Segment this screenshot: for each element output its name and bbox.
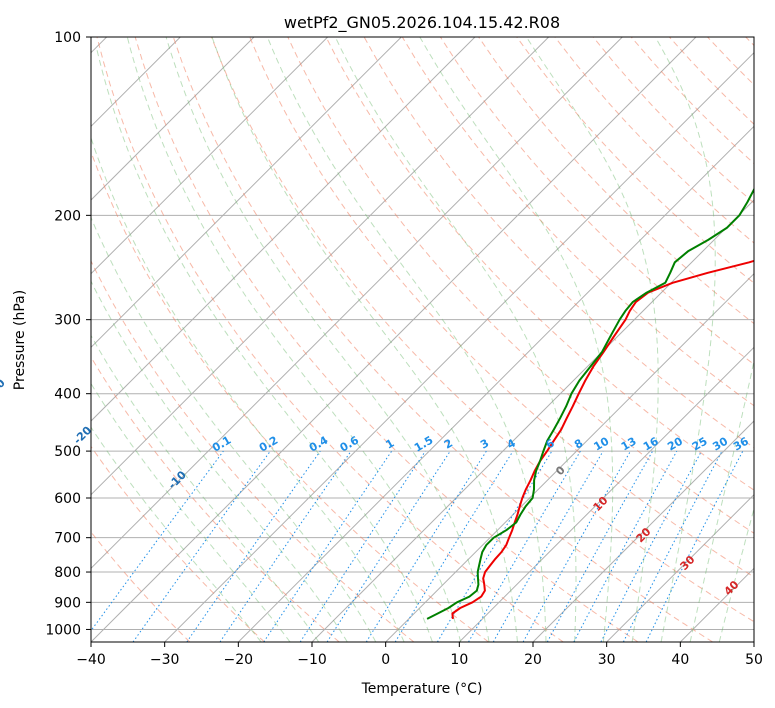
mixing-ratio-line	[186, 450, 321, 642]
y-tick-label: 1000	[45, 622, 81, 638]
mixing-ratio-line	[263, 450, 393, 642]
thermo-guides	[91, 37, 754, 642]
x-tick-label: 40	[671, 652, 689, 668]
moist-adiabat-line	[334, 37, 577, 642]
x-tick-label: 0	[381, 652, 390, 668]
y-tick-label: 900	[54, 595, 81, 611]
isotherm-line	[237, 125, 754, 642]
x-tick-label: −10	[297, 652, 327, 668]
dry-adiabat-line	[249, 37, 754, 578]
mixing-ratio-line	[522, 450, 631, 642]
y-tick-label: 800	[54, 565, 81, 581]
x-tick-label: −40	[76, 652, 106, 668]
dry-adiabat-line	[172, 37, 713, 642]
mixing-ratio-line	[573, 450, 678, 642]
y-axis-label: Pressure (hPa)	[12, 290, 28, 390]
moist-adiabat-line	[165, 37, 490, 642]
x-axis-label: Temperature (°C)	[361, 681, 483, 697]
isotherm-line	[91, 37, 329, 275]
moist-adiabat-line	[91, 280, 348, 642]
moist-adiabat-line	[91, 136, 405, 642]
isotherm-line	[385, 272, 754, 642]
temperature-profile-line	[451, 259, 754, 619]
mixing-ratio-line	[546, 450, 654, 642]
moist-adiabat-line	[91, 334, 320, 642]
moist-adiabat-line	[419, 37, 614, 642]
dry-adiabat-line	[91, 259, 415, 642]
dry-adiabat-line	[211, 37, 754, 623]
y-tick-label: 200	[54, 208, 81, 224]
dry-adiabat-line	[516, 37, 754, 284]
y-tick-label: 400	[54, 387, 81, 403]
isotherm-line	[91, 37, 255, 201]
x-tick-label: 50	[745, 652, 763, 668]
dry-adiabat-label: -30	[0, 376, 8, 399]
dry-adiabat-line	[91, 356, 340, 642]
chart-title: wetPf2_GN05.2026.104.15.42.R08	[284, 13, 560, 33]
mixing-ratio-line	[132, 450, 271, 642]
dry-adiabat-line	[134, 37, 639, 642]
moist-adiabat-line	[718, 507, 754, 642]
x-tick-label: 30	[598, 652, 616, 668]
dry-adiabat-line	[325, 37, 754, 491]
mixing-ratio-line	[326, 450, 451, 642]
mixing-ratio-line	[91, 450, 224, 632]
y-tick-label: 100	[54, 30, 81, 46]
isotherm-line	[91, 37, 476, 422]
moist-adiabat-line	[91, 216, 377, 642]
moist-adiabat-line	[266, 37, 547, 642]
moist-adiabat-line	[654, 37, 716, 642]
dry-adiabat-line	[287, 37, 754, 534]
isotherm-line	[91, 37, 623, 570]
plot-frame	[90, 36, 755, 643]
x-tick-label: −20	[224, 652, 254, 668]
moist-adiabat-line	[689, 358, 754, 642]
profiles	[426, 187, 754, 620]
x-axis: −40 −30 −20 −10 0 10 20 30 40 50	[76, 642, 763, 668]
dewpoint-profile-line	[426, 187, 754, 620]
x-tick-label: 10	[450, 652, 468, 668]
mixing-ratio-line	[645, 450, 744, 642]
mixing-ratio-line	[219, 450, 352, 642]
moist-adiabat-line	[91, 382, 291, 642]
isotherm-line	[458, 346, 754, 642]
isotherm-line	[606, 493, 754, 642]
moist-adiabat-line	[211, 37, 518, 642]
mixing-ratio-line	[394, 450, 514, 642]
moist-adiabat-line	[91, 426, 262, 642]
y-tick-label: 500	[54, 444, 81, 460]
isotherm-line	[91, 37, 402, 349]
x-tick-label: −30	[150, 652, 180, 668]
y-axis: 100 200 300 400 500 600 700 800 900 1000	[45, 30, 91, 638]
moist-adiabat-line	[126, 37, 462, 642]
dry-adiabat-line	[91, 445, 265, 642]
x-tick-label: 20	[524, 652, 542, 668]
isotherm-line	[753, 641, 754, 642]
isotherm-line	[91, 37, 550, 496]
mixing-ratio-line	[299, 450, 426, 642]
y-tick-label: 600	[54, 491, 81, 507]
moist-adiabat-line	[96, 49, 433, 642]
isotherm-line	[532, 420, 754, 642]
isotherm-line	[164, 51, 754, 642]
dry-adiabat-line	[96, 37, 564, 642]
plot-background	[91, 37, 754, 642]
moist-adiabat-line	[525, 37, 659, 642]
gridlines	[91, 37, 754, 642]
y-tick-label: 700	[54, 531, 81, 547]
y-tick-label: 300	[54, 313, 81, 329]
isotherm-line	[91, 37, 697, 642]
